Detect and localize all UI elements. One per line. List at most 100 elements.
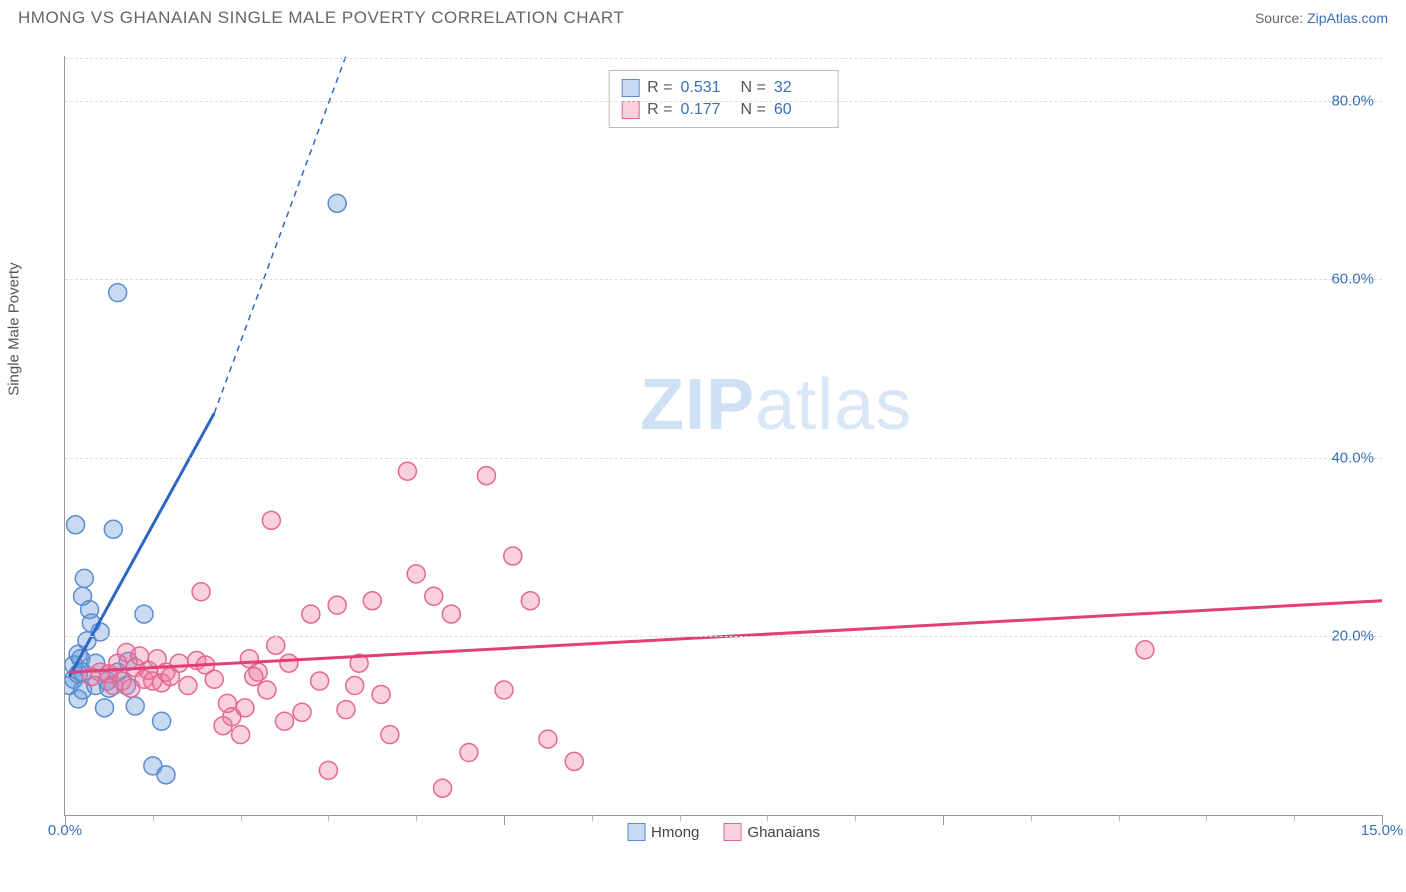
n-value: 32	[774, 79, 826, 97]
scatter-point	[214, 717, 232, 735]
scatter-point	[398, 462, 416, 480]
legend-swatch	[723, 823, 741, 841]
gridline	[65, 58, 1382, 59]
scatter-point	[372, 685, 390, 703]
scatter-point	[302, 605, 320, 623]
scatter-point	[135, 605, 153, 623]
scatter-point	[179, 677, 197, 695]
x-tick-minor	[241, 815, 242, 821]
x-tick-major	[943, 815, 944, 825]
scatter-point	[205, 670, 223, 688]
legend-series-item[interactable]: Ghanaians	[723, 823, 820, 841]
scatter-point	[69, 665, 87, 683]
source-attribution: Source: ZipAtlas.com	[1255, 10, 1388, 26]
legend-swatch	[621, 101, 639, 119]
x-tick-minor	[328, 815, 329, 821]
legend-series-name: Hmong	[651, 824, 699, 841]
scatter-point	[240, 650, 258, 668]
gridline	[65, 101, 1382, 102]
scatter-point	[337, 701, 355, 719]
scatter-point	[262, 511, 280, 529]
legend-swatch	[627, 823, 645, 841]
scatter-point	[67, 516, 85, 534]
x-tick-minor	[153, 815, 154, 821]
scatter-point	[319, 761, 337, 779]
scatter-point	[100, 665, 118, 683]
scatter-point	[81, 601, 99, 619]
scatter-point	[153, 712, 171, 730]
legend-series-item[interactable]: Hmong	[627, 823, 699, 841]
n-label: N =	[741, 101, 766, 119]
scatter-point	[157, 766, 175, 784]
scatter-point	[109, 284, 127, 302]
y-tick-label: 60.0%	[1331, 271, 1374, 288]
scatter-point	[170, 654, 188, 672]
scatter-point	[218, 694, 236, 712]
chart-title: HMONG VS GHANAIAN SINGLE MALE POVERTY CO…	[18, 8, 624, 28]
r-label: R =	[647, 101, 672, 119]
scatter-point	[258, 681, 276, 699]
legend-stats-box: R =0.531N =32R =0.177N =60	[608, 70, 839, 128]
scatter-point	[72, 650, 90, 668]
source-link[interactable]: ZipAtlas.com	[1307, 10, 1388, 26]
x-tick-minor	[416, 815, 417, 821]
scatter-point	[196, 656, 214, 674]
legend-stats-row: R = 0.531 N = 32	[621, 77, 826, 99]
scatter-point	[87, 677, 105, 695]
scatter-point	[82, 614, 100, 632]
scatter-point	[565, 752, 583, 770]
scatter-point	[126, 697, 144, 715]
scatter-point	[153, 674, 171, 692]
legend-stats-row: R =0.177N =60	[621, 99, 826, 121]
scatter-point	[104, 677, 122, 695]
r-value: 0.531	[681, 79, 733, 97]
scatter-point	[65, 670, 83, 688]
scatter-point	[232, 726, 250, 744]
x-tick-minor	[1119, 815, 1120, 821]
source-label: Source:	[1255, 10, 1303, 26]
scatter-point	[276, 712, 294, 730]
scatter-point	[236, 699, 254, 717]
scatter-point	[504, 547, 522, 565]
scatter-point	[109, 654, 127, 672]
scatter-point	[104, 520, 122, 538]
scatter-point	[245, 668, 263, 686]
scatter-point	[1136, 641, 1154, 659]
scatter-point	[280, 654, 298, 672]
scatter-point	[157, 663, 175, 681]
scatter-point	[113, 672, 131, 690]
scatter-point	[135, 670, 153, 688]
scatter-point	[293, 703, 311, 721]
scatter-point	[223, 708, 241, 726]
scatter-point	[144, 757, 162, 775]
scatter-point	[91, 623, 109, 641]
scatter-point	[98, 672, 116, 690]
scatter-point	[91, 663, 109, 681]
y-tick-label: 20.0%	[1331, 628, 1374, 645]
scatter-point	[74, 587, 92, 605]
legend-series-name: Ghanaians	[747, 824, 820, 841]
plot-region: ZIPatlas R =0.531N =32R =0.177N =60 Hmon…	[64, 56, 1382, 816]
scatter-point	[100, 679, 118, 697]
x-tick-minor	[1206, 815, 1207, 821]
scatter-point	[144, 672, 162, 690]
r-label: R =	[647, 79, 672, 97]
y-axis-label: Single Male Poverty	[6, 262, 23, 395]
x-tick-minor	[855, 815, 856, 821]
scatter-point	[75, 569, 93, 587]
gridline	[65, 279, 1382, 280]
n-value: 60	[774, 101, 826, 119]
scatter-point	[539, 730, 557, 748]
scatter-point	[96, 699, 114, 717]
chart-area: Single Male Poverty ZIPatlas R =0.531N =…	[20, 44, 1388, 864]
scatter-point	[442, 605, 460, 623]
watermark-atlas: atlas	[755, 365, 912, 445]
scatter-point	[139, 661, 157, 679]
scatter-point	[131, 647, 149, 665]
n-label: N =	[741, 79, 766, 97]
scatter-point	[74, 663, 92, 681]
scatter-point	[117, 643, 135, 661]
scatter-point	[521, 592, 539, 610]
scatter-point	[65, 677, 78, 695]
x-tick-label: 15.0%	[1361, 822, 1404, 839]
